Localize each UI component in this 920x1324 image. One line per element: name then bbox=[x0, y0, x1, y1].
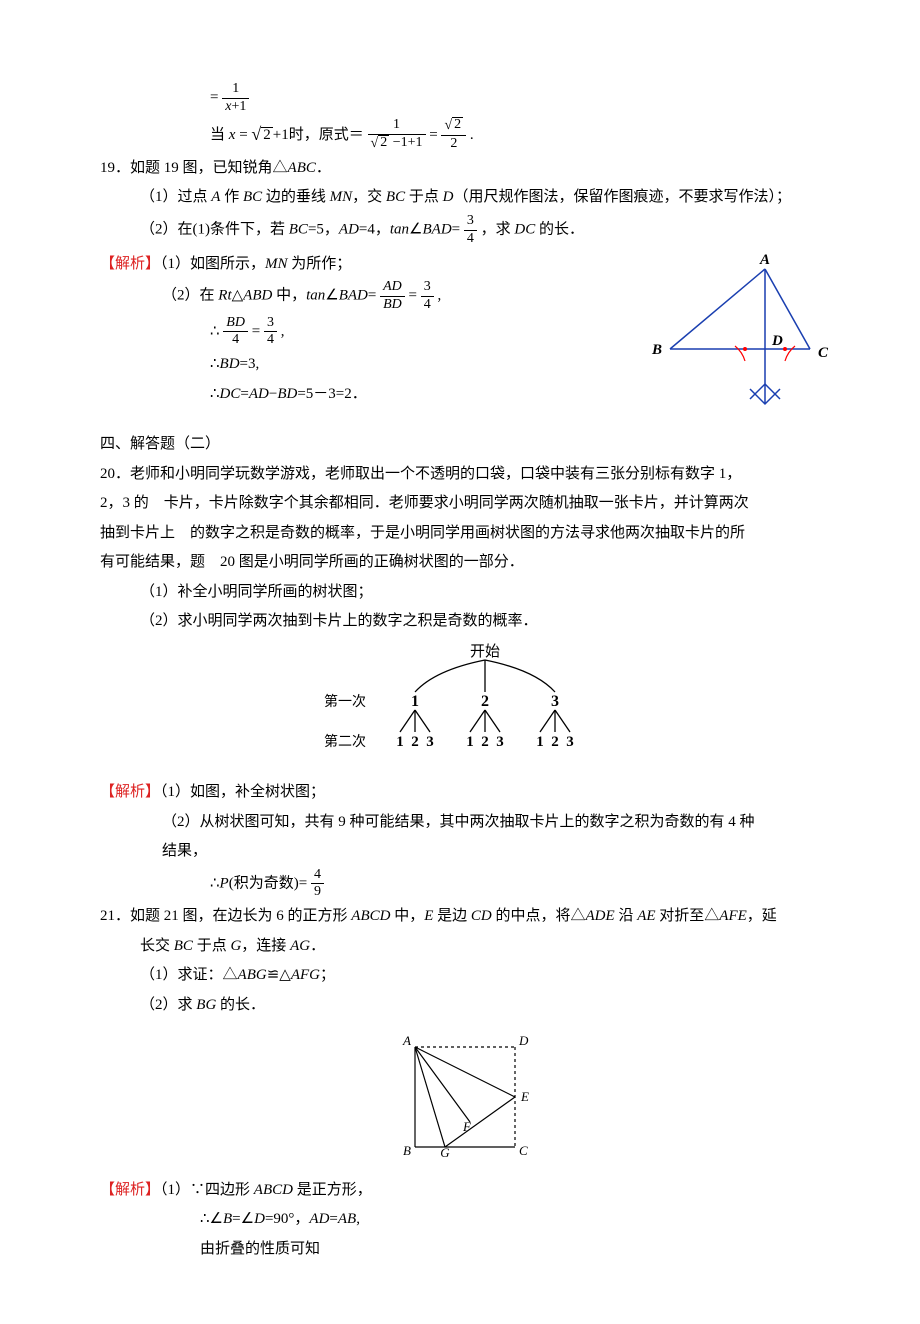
q21-stem: 21．如题 21 图，在边长为 6 的正方形 ABCD 中，E 是边 CD 的中… bbox=[100, 902, 830, 931]
svg-text:2: 2 bbox=[481, 693, 489, 710]
svg-text:C: C bbox=[519, 1143, 528, 1157]
svg-text:2: 2 bbox=[481, 734, 489, 750]
svg-text:2: 2 bbox=[411, 734, 419, 750]
tree-diagram-icon: 开始 第一次 1 2 3 第二次 1 2 3 1 2 3 1 2 3 bbox=[285, 642, 645, 762]
triangle-construction-icon: A B C D bbox=[650, 249, 830, 419]
q21-part2: （2）求 BG 的长． bbox=[100, 991, 830, 1020]
q19-figure: A B C D bbox=[650, 249, 830, 430]
square-fold-icon: A D E C B G F bbox=[395, 1027, 535, 1157]
fraction: 1 √2 −1+1 bbox=[368, 117, 426, 153]
solution-tag: 【解析】 bbox=[100, 1182, 160, 1198]
svg-text:1: 1 bbox=[466, 734, 474, 750]
svg-text:2: 2 bbox=[551, 734, 559, 750]
svg-text:F: F bbox=[462, 1119, 472, 1134]
q19-part2: （2）在(1)条件下，若 BC=5，AD=4，tan∠BAD= 34 ，求 DC… bbox=[100, 213, 830, 248]
q20-part1: （1）补全小明同学所画的树状图； bbox=[100, 578, 830, 607]
section-4-heading: 四、解答题（二） bbox=[100, 430, 830, 459]
svg-text:B: B bbox=[651, 342, 662, 358]
q20-tree-diagram: 开始 第一次 1 2 3 第二次 1 2 3 1 2 3 1 2 3 bbox=[100, 642, 830, 773]
solution-tag: 【解析】 bbox=[100, 784, 160, 800]
q18-cont-line2: 当 x = √2+1时，原式＝ 1 √2 −1+1 = √2 2 . bbox=[100, 117, 830, 153]
svg-text:开始: 开始 bbox=[470, 643, 500, 660]
svg-text:3: 3 bbox=[426, 734, 434, 750]
fraction: √2 2 bbox=[441, 117, 466, 153]
svg-text:E: E bbox=[520, 1089, 529, 1104]
svg-text:D: D bbox=[518, 1033, 529, 1048]
svg-text:1: 1 bbox=[411, 693, 419, 710]
svg-text:1: 1 bbox=[536, 734, 544, 750]
svg-text:3: 3 bbox=[496, 734, 504, 750]
svg-text:第一次: 第一次 bbox=[324, 693, 366, 710]
svg-text:3: 3 bbox=[551, 693, 559, 710]
fraction: 1 x+1 bbox=[222, 81, 249, 116]
q19-part1: （1）过点 A 作 BC 边的垂线 MN，交 BC 于点 D（用尺规作图法，保留… bbox=[100, 183, 830, 212]
svg-text:A: A bbox=[402, 1033, 411, 1048]
q19-stem: 19．如题 19 图，已知锐角△ABC． bbox=[100, 154, 830, 183]
q20-solution: 【解析】（1）如图，补全树状图； bbox=[100, 778, 830, 807]
q21-figure: A D E C B G F bbox=[100, 1027, 830, 1168]
svg-text:第二次: 第二次 bbox=[324, 733, 366, 750]
eq-sign: = bbox=[210, 90, 218, 106]
q18-cont-line1: = 1 x+1 bbox=[100, 81, 830, 116]
q20-stem: 20．老师和小明同学玩数学游戏，老师取出一个不透明的口袋，口袋中装有三张分别标有… bbox=[100, 460, 830, 489]
svg-text:B: B bbox=[403, 1143, 411, 1157]
q21-solution: 【解析】（1）∵四边形 ABCD 是正方形， bbox=[100, 1176, 830, 1205]
q21-part1: （1）求证：△ABG≌△AFG； bbox=[100, 961, 830, 990]
svg-text:A: A bbox=[759, 252, 770, 268]
svg-text:C: C bbox=[818, 345, 829, 361]
q20-part2: （2）求小明同学两次抽到卡片上的数字之积是奇数的概率． bbox=[100, 607, 830, 636]
q19-solution: 【解析】（1）如图所示，MN 为所作； （2）在 Rt△ABD 中，tan∠BA… bbox=[100, 249, 620, 410]
svg-text:D: D bbox=[771, 333, 783, 349]
svg-text:G: G bbox=[440, 1145, 450, 1157]
svg-text:3: 3 bbox=[566, 734, 574, 750]
solution-tag: 【解析】 bbox=[100, 256, 160, 272]
svg-text:1: 1 bbox=[396, 734, 404, 750]
